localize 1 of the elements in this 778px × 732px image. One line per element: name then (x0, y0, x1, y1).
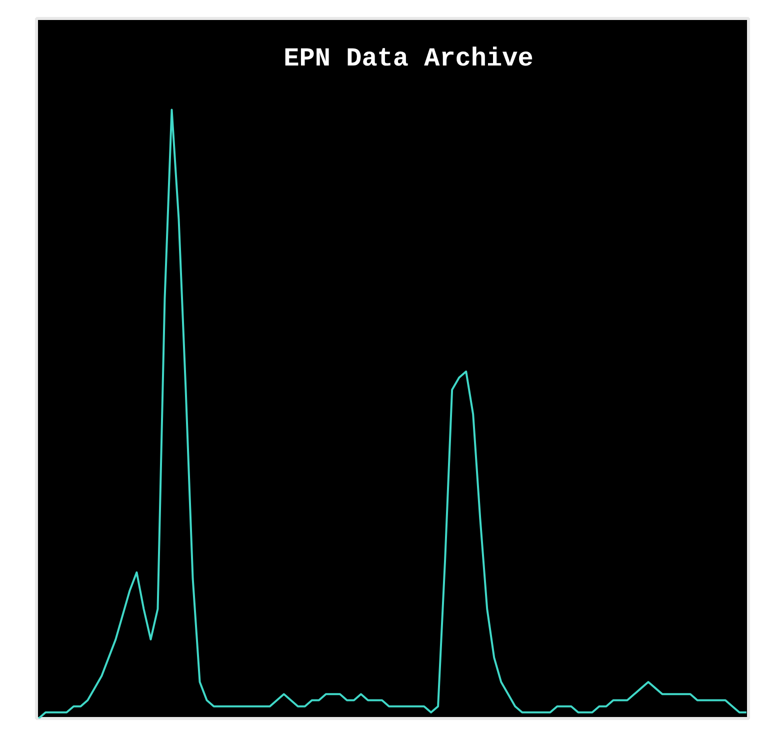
chart-title: EPN Data Archive (284, 44, 534, 74)
